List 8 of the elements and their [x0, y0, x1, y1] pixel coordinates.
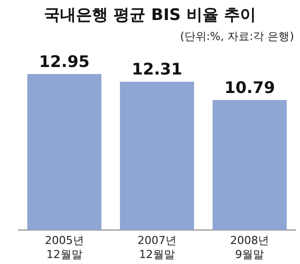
- data-label: 12.31: [132, 60, 182, 79]
- x-tick-label: 2005년 12월말: [44, 234, 84, 261]
- data-label: 10.79: [224, 78, 275, 98]
- x-tick-label: 2007년 12월말: [138, 234, 176, 261]
- data-label: 12.95: [39, 52, 90, 71]
- title: 국내은행 평균 BIS 비율 추이: [44, 5, 256, 24]
- subtitle: (단위:%, 자료:각 은행): [180, 30, 294, 43]
- x-tick-label: 2008년 9월말: [230, 234, 270, 261]
